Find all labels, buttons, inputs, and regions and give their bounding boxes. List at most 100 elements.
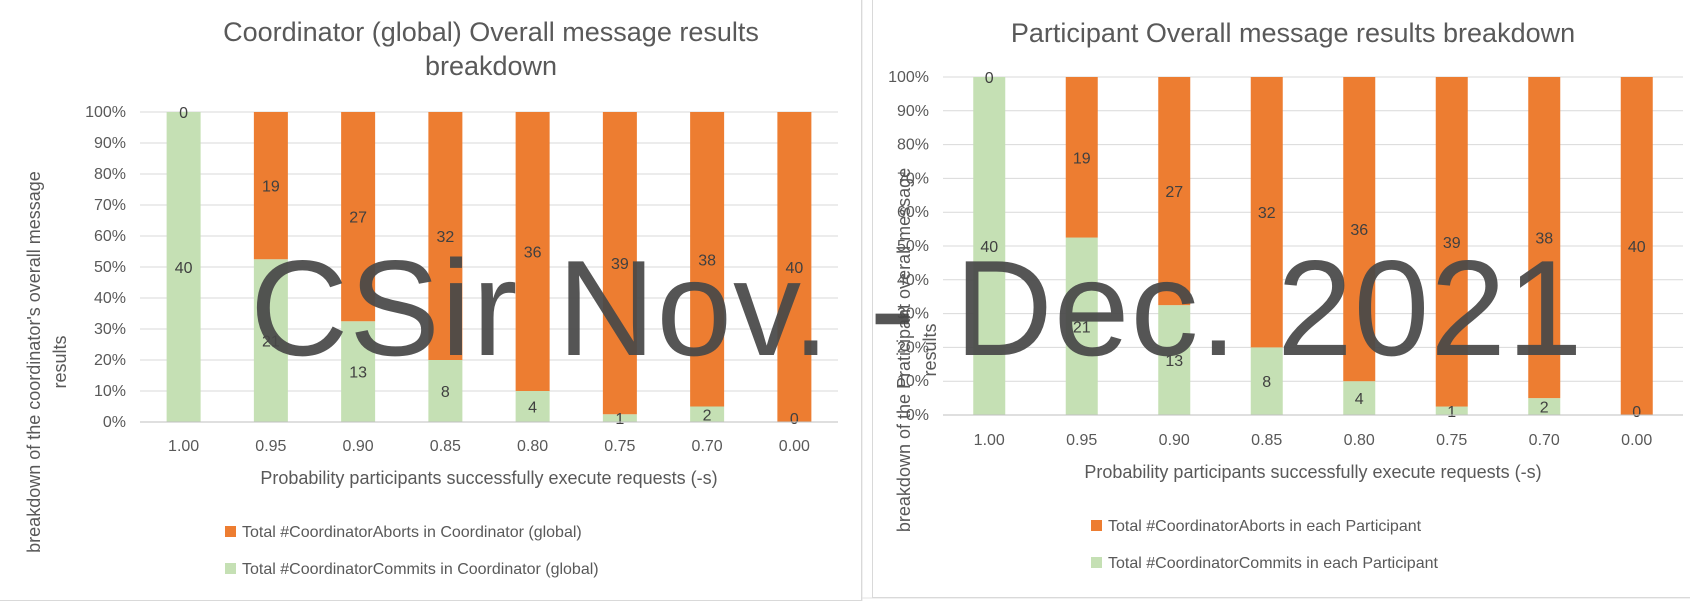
y-tick-label: 0% <box>906 407 929 424</box>
bar-aborts[interactable] <box>1435 77 1468 407</box>
y-axis-title: results <box>50 335 70 388</box>
data-label-aborts: 38 <box>698 252 716 269</box>
bar-commits[interactable] <box>515 391 550 422</box>
bar-commits[interactable] <box>341 321 376 422</box>
data-label-commits: 13 <box>349 365 367 382</box>
y-tick-label: 20% <box>897 339 929 356</box>
legend-label: Total #CoordinatorCommits in each Partic… <box>1108 555 1438 572</box>
bar-commits[interactable] <box>1250 347 1283 415</box>
bar-commits[interactable] <box>1435 406 1468 415</box>
data-label-aborts: 32 <box>1258 205 1276 222</box>
data-label-commits: 2 <box>1540 400 1549 417</box>
bar-aborts[interactable] <box>1250 77 1283 348</box>
participant-chart[interactable]: Participant Overall message results brea… <box>872 0 1690 598</box>
data-label-aborts: 40 <box>1628 239 1646 256</box>
bar-aborts[interactable] <box>428 112 463 360</box>
bar-commits[interactable] <box>428 360 463 422</box>
x-tick-label: 1.00 <box>168 438 199 455</box>
y-tick-label: 60% <box>94 228 126 245</box>
y-tick-label: 90% <box>94 135 126 152</box>
bar-aborts[interactable] <box>1065 77 1098 238</box>
data-label-aborts: 0 <box>985 70 994 87</box>
bar-commits[interactable] <box>690 406 725 423</box>
data-label-commits: 1 <box>1447 404 1456 421</box>
y-tick-label: 10% <box>94 383 126 400</box>
data-label-aborts: 39 <box>611 256 629 273</box>
x-axis-title: Probability participants successfully ex… <box>1084 462 1541 482</box>
chart-title: Participant Overall message results brea… <box>1011 18 1575 48</box>
bar-commits[interactable] <box>1065 237 1098 415</box>
y-tick-label: 100% <box>85 104 126 121</box>
bar-commits[interactable] <box>973 77 1006 415</box>
data-label-aborts: 36 <box>1350 222 1368 239</box>
bar-aborts[interactable] <box>777 112 812 422</box>
data-label-commits: 13 <box>1165 353 1183 370</box>
bar-aborts[interactable] <box>1528 77 1561 399</box>
bar-aborts[interactable] <box>690 112 725 407</box>
coordinator-chart-svg: Coordinator (global) Overall message res… <box>24 17 838 578</box>
x-tick-label: 0.80 <box>1344 432 1375 449</box>
data-label-aborts: 27 <box>349 210 367 227</box>
bar-commits[interactable] <box>1528 398 1561 415</box>
bar-aborts[interactable] <box>515 112 550 391</box>
data-label-commits: 0 <box>790 411 799 428</box>
y-tick-label: 40% <box>897 272 929 289</box>
data-label-aborts: 38 <box>1535 231 1553 248</box>
bar-aborts[interactable] <box>1620 77 1653 415</box>
bar-aborts[interactable] <box>253 112 288 260</box>
data-label-commits: 8 <box>441 384 450 401</box>
y-tick-label: 50% <box>897 238 929 255</box>
bar-commits[interactable] <box>602 414 637 422</box>
bar-aborts[interactable] <box>1158 77 1191 306</box>
data-label-commits: 0 <box>1632 404 1641 421</box>
y-tick-label: 60% <box>897 204 929 221</box>
bar-aborts[interactable] <box>341 112 376 322</box>
y-tick-label: 50% <box>94 259 126 276</box>
coordinator-chart[interactable]: Coordinator (global) Overall message res… <box>0 0 862 601</box>
data-label-aborts: 27 <box>1165 184 1183 201</box>
x-tick-label: 0.70 <box>1529 432 1560 449</box>
data-label-aborts: 19 <box>262 179 280 196</box>
y-tick-label: 90% <box>897 103 929 120</box>
x-tick-label: 0.90 <box>1159 432 1190 449</box>
legend-swatch <box>225 526 236 537</box>
data-label-aborts: 19 <box>1073 150 1091 167</box>
data-label-commits: 21 <box>262 334 280 351</box>
legend-swatch <box>225 563 236 574</box>
data-label-commits: 40 <box>175 260 193 277</box>
data-label-commits: 1 <box>615 411 624 428</box>
x-tick-label: 0.85 <box>1251 432 1282 449</box>
legend-swatch <box>1091 557 1102 568</box>
x-tick-label: 0.95 <box>255 438 286 455</box>
y-tick-label: 40% <box>94 290 126 307</box>
data-label-commits: 4 <box>1355 391 1364 408</box>
data-label-commits: 8 <box>1262 374 1271 391</box>
bar-commits[interactable] <box>166 112 201 422</box>
y-tick-label: 30% <box>94 321 126 338</box>
bar-commits[interactable] <box>253 259 288 422</box>
y-tick-label: 70% <box>897 170 929 187</box>
legend-label: Total #CoordinatorCommits in Coordinator… <box>242 561 599 578</box>
bar-commits[interactable] <box>1158 305 1191 415</box>
y-tick-label: 30% <box>897 306 929 323</box>
data-label-aborts: 0 <box>179 105 188 122</box>
x-tick-label: 0.95 <box>1066 432 1097 449</box>
legend-label: Total #CoordinatorAborts in each Partici… <box>1108 518 1422 535</box>
y-tick-label: 20% <box>94 352 126 369</box>
bar-commits[interactable] <box>1343 381 1376 415</box>
data-label-commits: 40 <box>980 239 998 256</box>
data-label-commits: 2 <box>703 407 712 424</box>
x-tick-label: 0.75 <box>604 438 635 455</box>
y-tick-label: 80% <box>94 166 126 183</box>
legend-label: Total #CoordinatorAborts in Coordinator … <box>242 524 582 541</box>
x-tick-label: 0.75 <box>1436 432 1467 449</box>
y-axis-title: breakdown of the coordinator's overall m… <box>24 171 44 553</box>
chart-title: breakdown <box>425 51 557 81</box>
bar-aborts[interactable] <box>1343 77 1376 382</box>
x-tick-label: 0.80 <box>517 438 548 455</box>
data-label-aborts: 39 <box>1443 235 1461 252</box>
x-tick-label: 0.90 <box>343 438 374 455</box>
y-tick-label: 80% <box>897 137 929 154</box>
x-tick-label: 0.00 <box>1621 432 1652 449</box>
bar-aborts[interactable] <box>602 112 637 415</box>
